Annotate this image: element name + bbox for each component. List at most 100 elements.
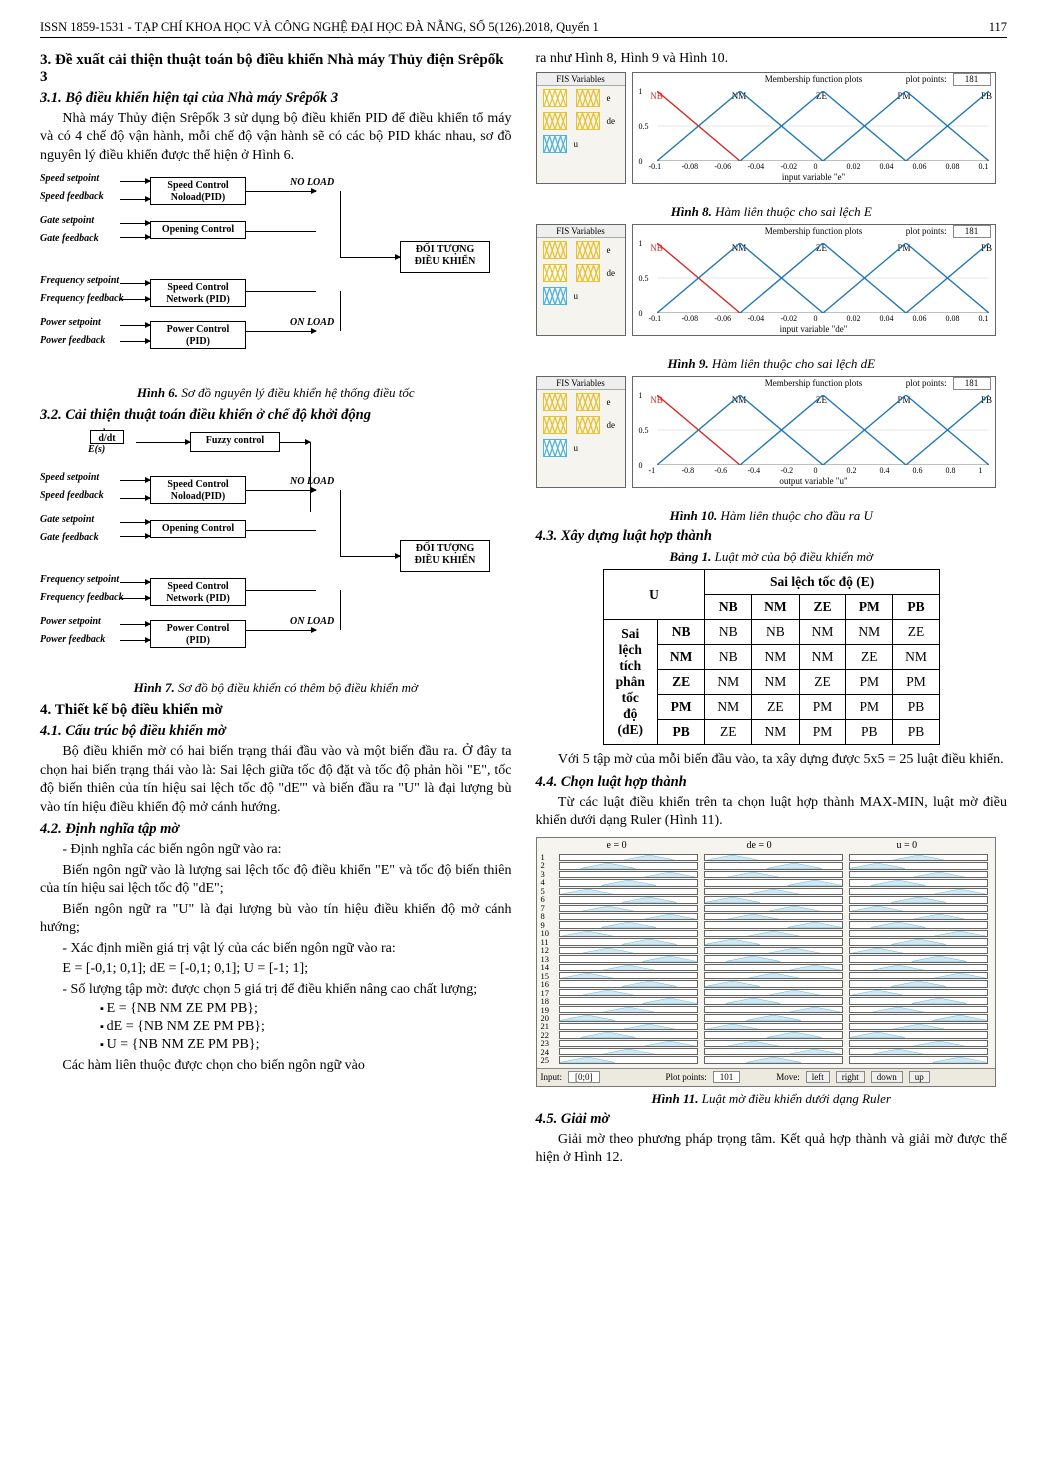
rule-cell: NM [893, 645, 940, 670]
ruler-cell [704, 930, 843, 937]
diagram-label: Power setpoint [40, 616, 101, 627]
mf-plotpoints-value: 181 [953, 225, 991, 238]
ruler-down-button[interactable]: down [871, 1071, 903, 1083]
rule-cell: NM [752, 670, 800, 695]
mf-xtick: -0.04 [748, 162, 765, 171]
right-column: ra như Hình 8, Hình 9 và Hình 10. FIS Va… [536, 48, 1008, 1170]
ruler-cell [849, 938, 988, 945]
ruler-row-num: 25 [541, 1055, 550, 1065]
mf-sidebar-title: FIS Variables [537, 377, 625, 390]
rule-cell: PB [893, 695, 940, 720]
ruler-cell [559, 854, 698, 861]
diagram-label: Speed setpoint [40, 173, 99, 184]
mf-var-label: u [574, 139, 579, 149]
diagram-label: Frequency feedback [40, 592, 124, 603]
diagram-label: Speed setpoint [40, 472, 99, 483]
rule-cell: NM [752, 720, 800, 745]
ruler-cell [559, 913, 698, 920]
diagram-label: Power feedback [40, 634, 105, 645]
ruler-cell [559, 879, 698, 886]
mf-ytick: 0 [639, 157, 643, 166]
mf-xlabel: input variable "de" [780, 324, 848, 334]
diagram-box: Speed ControlNoload(PID) [150, 476, 246, 504]
diagram-label: Gate setpoint [40, 514, 94, 525]
mf-xtick: 0 [814, 162, 818, 171]
mf-var-icon [543, 89, 567, 107]
mf-plotpoints-label: plot points: [906, 226, 947, 236]
ruler-cell [704, 913, 843, 920]
mf-ytick: 0.5 [639, 122, 649, 131]
rule-col-head: NM [752, 595, 800, 620]
mf-xtick: 0.02 [847, 314, 861, 323]
mf-plot-title: Membership function plots [765, 226, 863, 236]
ruler-col-head: e = 0 [607, 840, 627, 851]
rule-row-head: NM [657, 645, 705, 670]
subsection-3-2-title: 3.2. Cải thiện thuật toán điều khiển ở c… [40, 407, 512, 424]
figure-6-diagram: Speed setpointSpeed feedbackGate setpoin… [40, 171, 512, 381]
rule-cell: PB [893, 720, 940, 745]
figure-8-caption-text: Hàm liên thuộc cho sai lệch E [715, 204, 872, 219]
mf-var-label: e [607, 397, 611, 407]
diagram-box: Opening Control [150, 221, 246, 239]
mf-xtick: -0.6 [715, 466, 728, 475]
mf-xtick: 0.6 [913, 466, 923, 475]
rule-col-head: PB [893, 595, 940, 620]
para-4-2b: Biến ngôn ngữ vào là lượng sai lệch tốc … [40, 862, 512, 899]
mf-xtick: 0.1 [979, 314, 989, 323]
mf-xlabel: output variable "u" [779, 476, 847, 486]
diagram-box: Speed ControlNetwork (PID) [150, 279, 246, 307]
mf-var-icon [543, 112, 567, 130]
diagram-label: Power feedback [40, 335, 105, 346]
mf-xtick: -1 [649, 466, 656, 475]
table-1-caption-text: Luật mờ của bộ điều khiển mờ [715, 549, 873, 564]
mf-var-icon [543, 416, 567, 434]
mf-xtick: -0.8 [682, 466, 695, 475]
ruler-cell [704, 1006, 843, 1013]
diagram-label: Gate feedback [40, 532, 99, 543]
mf-xtick: 0 [814, 466, 818, 475]
figure-6-caption: Hình 6. Sơ đồ nguyên lý điều khiển hệ th… [40, 385, 512, 401]
ruler-cell [849, 1014, 988, 1021]
ruler-cell [849, 1023, 988, 1030]
mf-var-label: e [607, 245, 611, 255]
ruler-cell [849, 921, 988, 928]
mf-xtick: -0.08 [682, 314, 699, 323]
para-4-2c: Biến ngôn ngữ ra "U" là đại lượng bù vào… [40, 901, 512, 938]
figure-8-caption: Hình 8. Hàm liên thuộc cho sai lệch E [536, 204, 1008, 220]
para-4-2a: - Định nghĩa các biến ngôn ngữ vào ra: [40, 841, 512, 859]
subsection-3-1-title: 3.1. Bộ điều khiển hiện tại của Nhà máy … [40, 90, 512, 107]
mf-sidebar-title: FIS Variables [537, 225, 625, 238]
ruler-plotpoints-value[interactable]: 101 [713, 1071, 741, 1083]
mf-ytick: 0 [639, 461, 643, 470]
rule-cell: PB [846, 720, 893, 745]
ruler-cell [704, 947, 843, 954]
ruler-col-head: u = 0 [897, 840, 918, 851]
set-de: dE = {NB NM ZE PM PB}; [100, 1019, 512, 1035]
ruler-left-button[interactable]: left [806, 1071, 830, 1083]
diagram-label: Frequency setpoint [40, 275, 119, 286]
para-4-4: Từ các luật điều khiển trên ta chọn luật… [536, 794, 1008, 831]
ruler-cell [559, 1040, 698, 1047]
mf-xtick: -0.08 [682, 162, 699, 171]
figure-7-caption-text: Sơ đồ bộ điều khiển có thêm bộ điều khiể… [178, 680, 418, 695]
mf-var-label: de [607, 116, 616, 126]
ruler-right-button[interactable]: right [836, 1071, 865, 1083]
rule-col-group: Sai lệch tốc độ (E) [705, 570, 940, 595]
ruler-cell [559, 1023, 698, 1030]
diagram-label: Power setpoint [40, 317, 101, 328]
figure-6-caption-text: Sơ đồ nguyên lý điều khiển hệ thống điều… [181, 385, 414, 400]
figure-11-caption: Hình 11. Luật mờ điều khiển dưới dạng Ru… [536, 1091, 1008, 1107]
ruler-cell [559, 955, 698, 962]
para-top-right: ra như Hình 8, Hình 9 và Hình 10. [536, 50, 1008, 68]
ruler-cell [849, 955, 988, 962]
mf-ytick: 0.5 [639, 426, 649, 435]
mf-xtick: 0.2 [847, 466, 857, 475]
mf-xtick: -0.02 [781, 314, 798, 323]
mf-plot-title: Membership function plots [765, 378, 863, 388]
ruler-cell [849, 871, 988, 878]
diagram-label: ON LOAD [290, 616, 334, 627]
ruler-cell [704, 1014, 843, 1021]
ruler-up-button[interactable]: up [909, 1071, 930, 1083]
ruler-input-value[interactable]: [0;0] [568, 1071, 600, 1083]
figure-11-caption-text: Luật mờ điều khiển dưới dạng Ruler [702, 1091, 891, 1106]
